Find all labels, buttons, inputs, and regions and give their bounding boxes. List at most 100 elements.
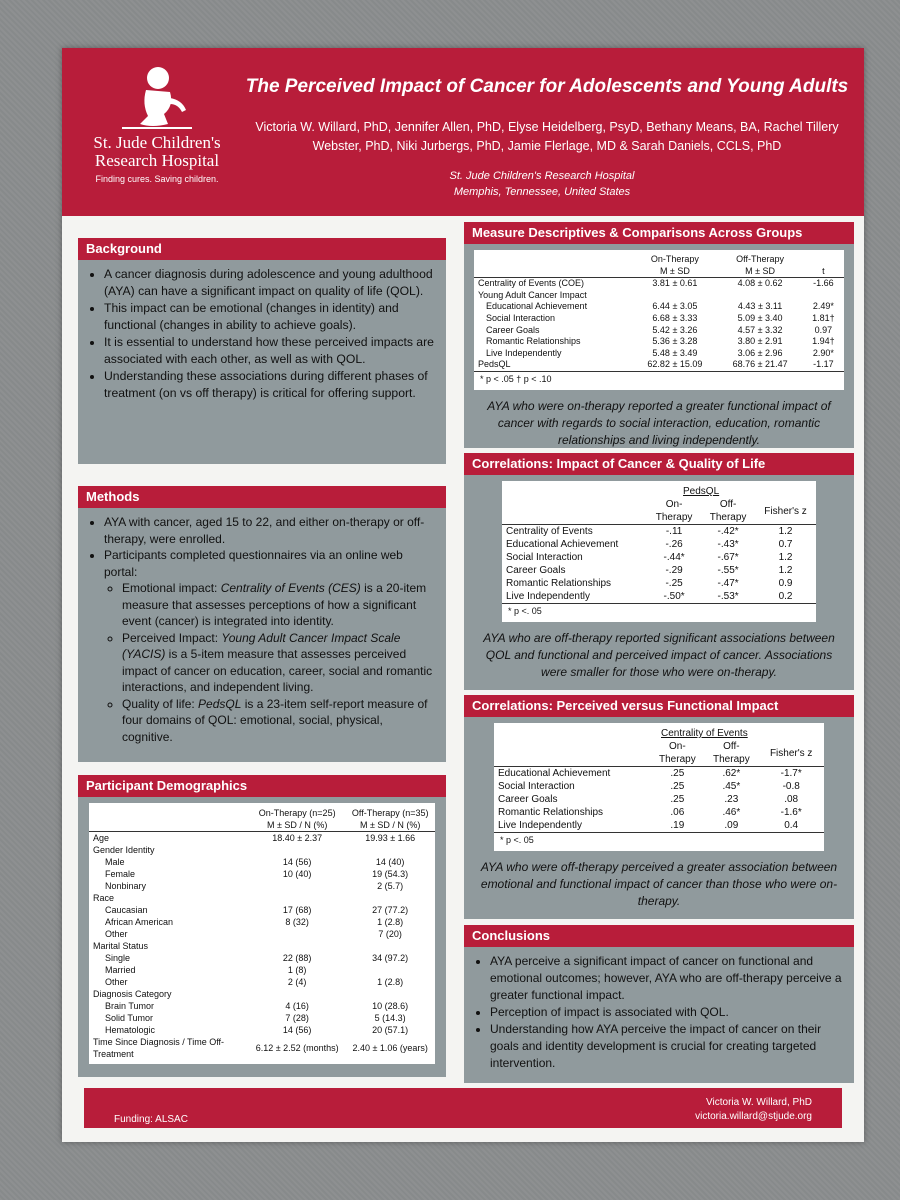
cell-off-therapy: -.53* <box>717 591 739 602</box>
cell-t-value: 2.49* <box>812 301 834 312</box>
table-row: Live Independently 5.48 ± 3.49 3.06 ± 2.96… <box>474 348 844 360</box>
row-label: Young Adult Cancer Impact <box>478 289 587 300</box>
cell-fishers-z: .08 <box>784 794 799 805</box>
cell-off-therapy <box>345 940 435 952</box>
cell-off-therapy: 1 (2.8) <box>377 917 404 927</box>
cell-off-therapy: 2 (5.7) <box>377 881 404 891</box>
row-label: African American <box>105 917 174 927</box>
sub-bullet-list: Emotional impact: Centrality of Events (… <box>104 580 436 745</box>
cell-off-therapy: 3.06 ± 2.96 <box>737 347 783 358</box>
column-header <box>494 740 650 767</box>
row-label: Solid Tumor <box>105 1013 154 1023</box>
cell-on-therapy: 1 (8) <box>287 965 307 975</box>
column-header <box>502 498 647 525</box>
cell-on-therapy: 18.40 ± 2.37 <box>272 833 323 843</box>
table-body: Age 18.40 ± 2.37 19.93 ± 1.66 Gender Identi… <box>89 832 435 1061</box>
row-label: Romantic Relationships <box>498 807 604 818</box>
section-caption: AYA who were off-therapy perceived a gre… <box>480 860 838 908</box>
cell-off-therapy: 34 (97.2) <box>372 953 409 963</box>
cell-on-therapy <box>249 880 345 892</box>
table-row: Married 1 (8) <box>89 964 435 976</box>
table-row: Brain Tumor 4 (16) 10 (28.6) <box>89 1000 435 1012</box>
affiliation-institution: St. Jude Children's Research Hospital <box>449 170 635 182</box>
column-header <box>758 727 824 740</box>
item-measure: Centrality of Events (CES) <box>220 581 361 595</box>
perceived-functional-section: Correlations: Perceived versus Functiona… <box>464 695 854 919</box>
row-label: Live Independently <box>498 820 582 831</box>
cell-on-therapy <box>249 940 345 952</box>
cell-fishers-z: -1.6* <box>780 807 802 818</box>
cell-on-therapy: 5.48 ± 3.49 <box>652 347 698 358</box>
column-header: Fisher's z <box>764 505 807 517</box>
table-row: Caucasian 17 (68) 27 (77.2) <box>89 904 435 916</box>
table-row: Hematologic 14 (56) 20 (57.1) <box>89 1024 435 1036</box>
affiliation: St. Jude Children's Research Hospital Me… <box>392 168 692 200</box>
table-row: Career Goals -.29 -.55* 1.2 <box>502 564 816 577</box>
cell-on-therapy <box>249 892 345 904</box>
table-row: Race <box>89 892 435 904</box>
column-header <box>502 485 647 498</box>
cell-off-therapy <box>718 290 803 302</box>
cell-on-therapy: 6.68 ± 3.33 <box>652 312 698 323</box>
column-header <box>89 807 249 819</box>
table-row: Diagnosis Category <box>89 988 435 1000</box>
table-footnote: * p <. 05 <box>502 603 816 618</box>
list-item: Quality of life: PedsQL is a 23-item sel… <box>122 696 436 746</box>
row-label: Social Interaction <box>486 312 556 323</box>
table-row: Live Independently -.50* -.53* 0.2 <box>502 590 816 603</box>
cell-on-therapy <box>249 988 345 1000</box>
column-group-header: PedsQL <box>683 486 720 497</box>
cell-on-therapy: -.11 <box>665 526 683 537</box>
cell-fishers-z: 1.2 <box>778 565 793 576</box>
list-item: AYA perceive a significant impact of can… <box>490 953 844 1004</box>
column-header: Off-Therapy <box>736 254 785 264</box>
row-label: Race <box>93 893 115 903</box>
table-row: Female 10 (40) 19 (54.3) <box>89 868 435 880</box>
column-header <box>474 254 632 266</box>
cell-on-therapy: .25 <box>670 768 685 779</box>
list-item: Perception of impact is associated with … <box>490 1004 844 1021</box>
cell-off-therapy <box>345 964 435 976</box>
table-row: Career Goals 5.42 ± 3.26 4.57 ± 3.32 0.97 <box>474 325 844 337</box>
cell-t-value: -1.17 <box>813 359 834 370</box>
cell-off-therapy: 4.08 ± 0.62 <box>737 278 783 289</box>
cell-on-therapy: -.26 <box>665 539 683 550</box>
cell-fishers-z: -0.8 <box>782 781 800 792</box>
section-heading: Participant Demographics <box>78 775 446 797</box>
table-row: Time Since Diagnosis / Time Off-Treatmen… <box>89 1036 435 1060</box>
cell-on-therapy <box>249 928 345 940</box>
section-heading: Background <box>78 238 446 260</box>
table-row: African American 8 (32) 1 (2.8) <box>89 916 435 928</box>
row-label: Hematologic <box>105 1025 156 1035</box>
cell-fishers-z: 1.2 <box>778 526 793 537</box>
cell-on-therapy: 7 (28) <box>285 1013 309 1023</box>
row-label: Age <box>93 833 110 843</box>
cell-on-therapy <box>632 290 717 302</box>
cell-fishers-z: 0.4 <box>784 820 799 831</box>
column-header: Off-Therapy <box>709 499 747 523</box>
column-header: Off-Therapy <box>713 741 750 765</box>
cell-off-therapy: .09 <box>724 820 739 831</box>
table-row: Other 2 (4) 1 (2.8) <box>89 976 435 988</box>
affiliation-location: Memphis, Tennessee, United States <box>453 186 631 198</box>
cell-on-therapy: 14 (56) <box>282 1025 312 1035</box>
cell-t-value: -1.66 <box>813 278 834 289</box>
cell-off-therapy: 19.93 ± 1.66 <box>365 833 416 843</box>
cell-t-value: 1.81† <box>812 312 835 323</box>
item-text: is a 23-item self-report measure of four… <box>122 696 428 744</box>
table-footnote: * p < .05 † p < .10 <box>474 370 844 386</box>
section-heading: Correlations: Impact of Cancer & Quality… <box>464 453 854 475</box>
row-label: Gender Identity <box>93 845 155 855</box>
list-item: Emotional impact: Centrality of Events (… <box>122 580 436 630</box>
cell-on-therapy: -.50* <box>663 591 685 602</box>
cell-on-therapy: .25 <box>670 781 685 792</box>
cell-off-therapy: 19 (54.3) <box>372 869 409 879</box>
table-row: Other 7 (20) <box>89 928 435 940</box>
cell-off-therapy <box>345 892 435 904</box>
column-header <box>803 254 844 266</box>
qol-correlations-table: PedsQL On-Therapy Off-Therapy Fisher's z… <box>502 485 816 603</box>
cell-off-therapy: 27 (77.2) <box>372 905 409 915</box>
conclusions-section: Conclusions AYA perceive a significant i… <box>464 925 854 1083</box>
logo-name: St. Jude Children's Research Hospital <box>93 133 221 170</box>
qol-table-box: PedsQL On-Therapy Off-Therapy Fisher's z… <box>502 481 816 622</box>
